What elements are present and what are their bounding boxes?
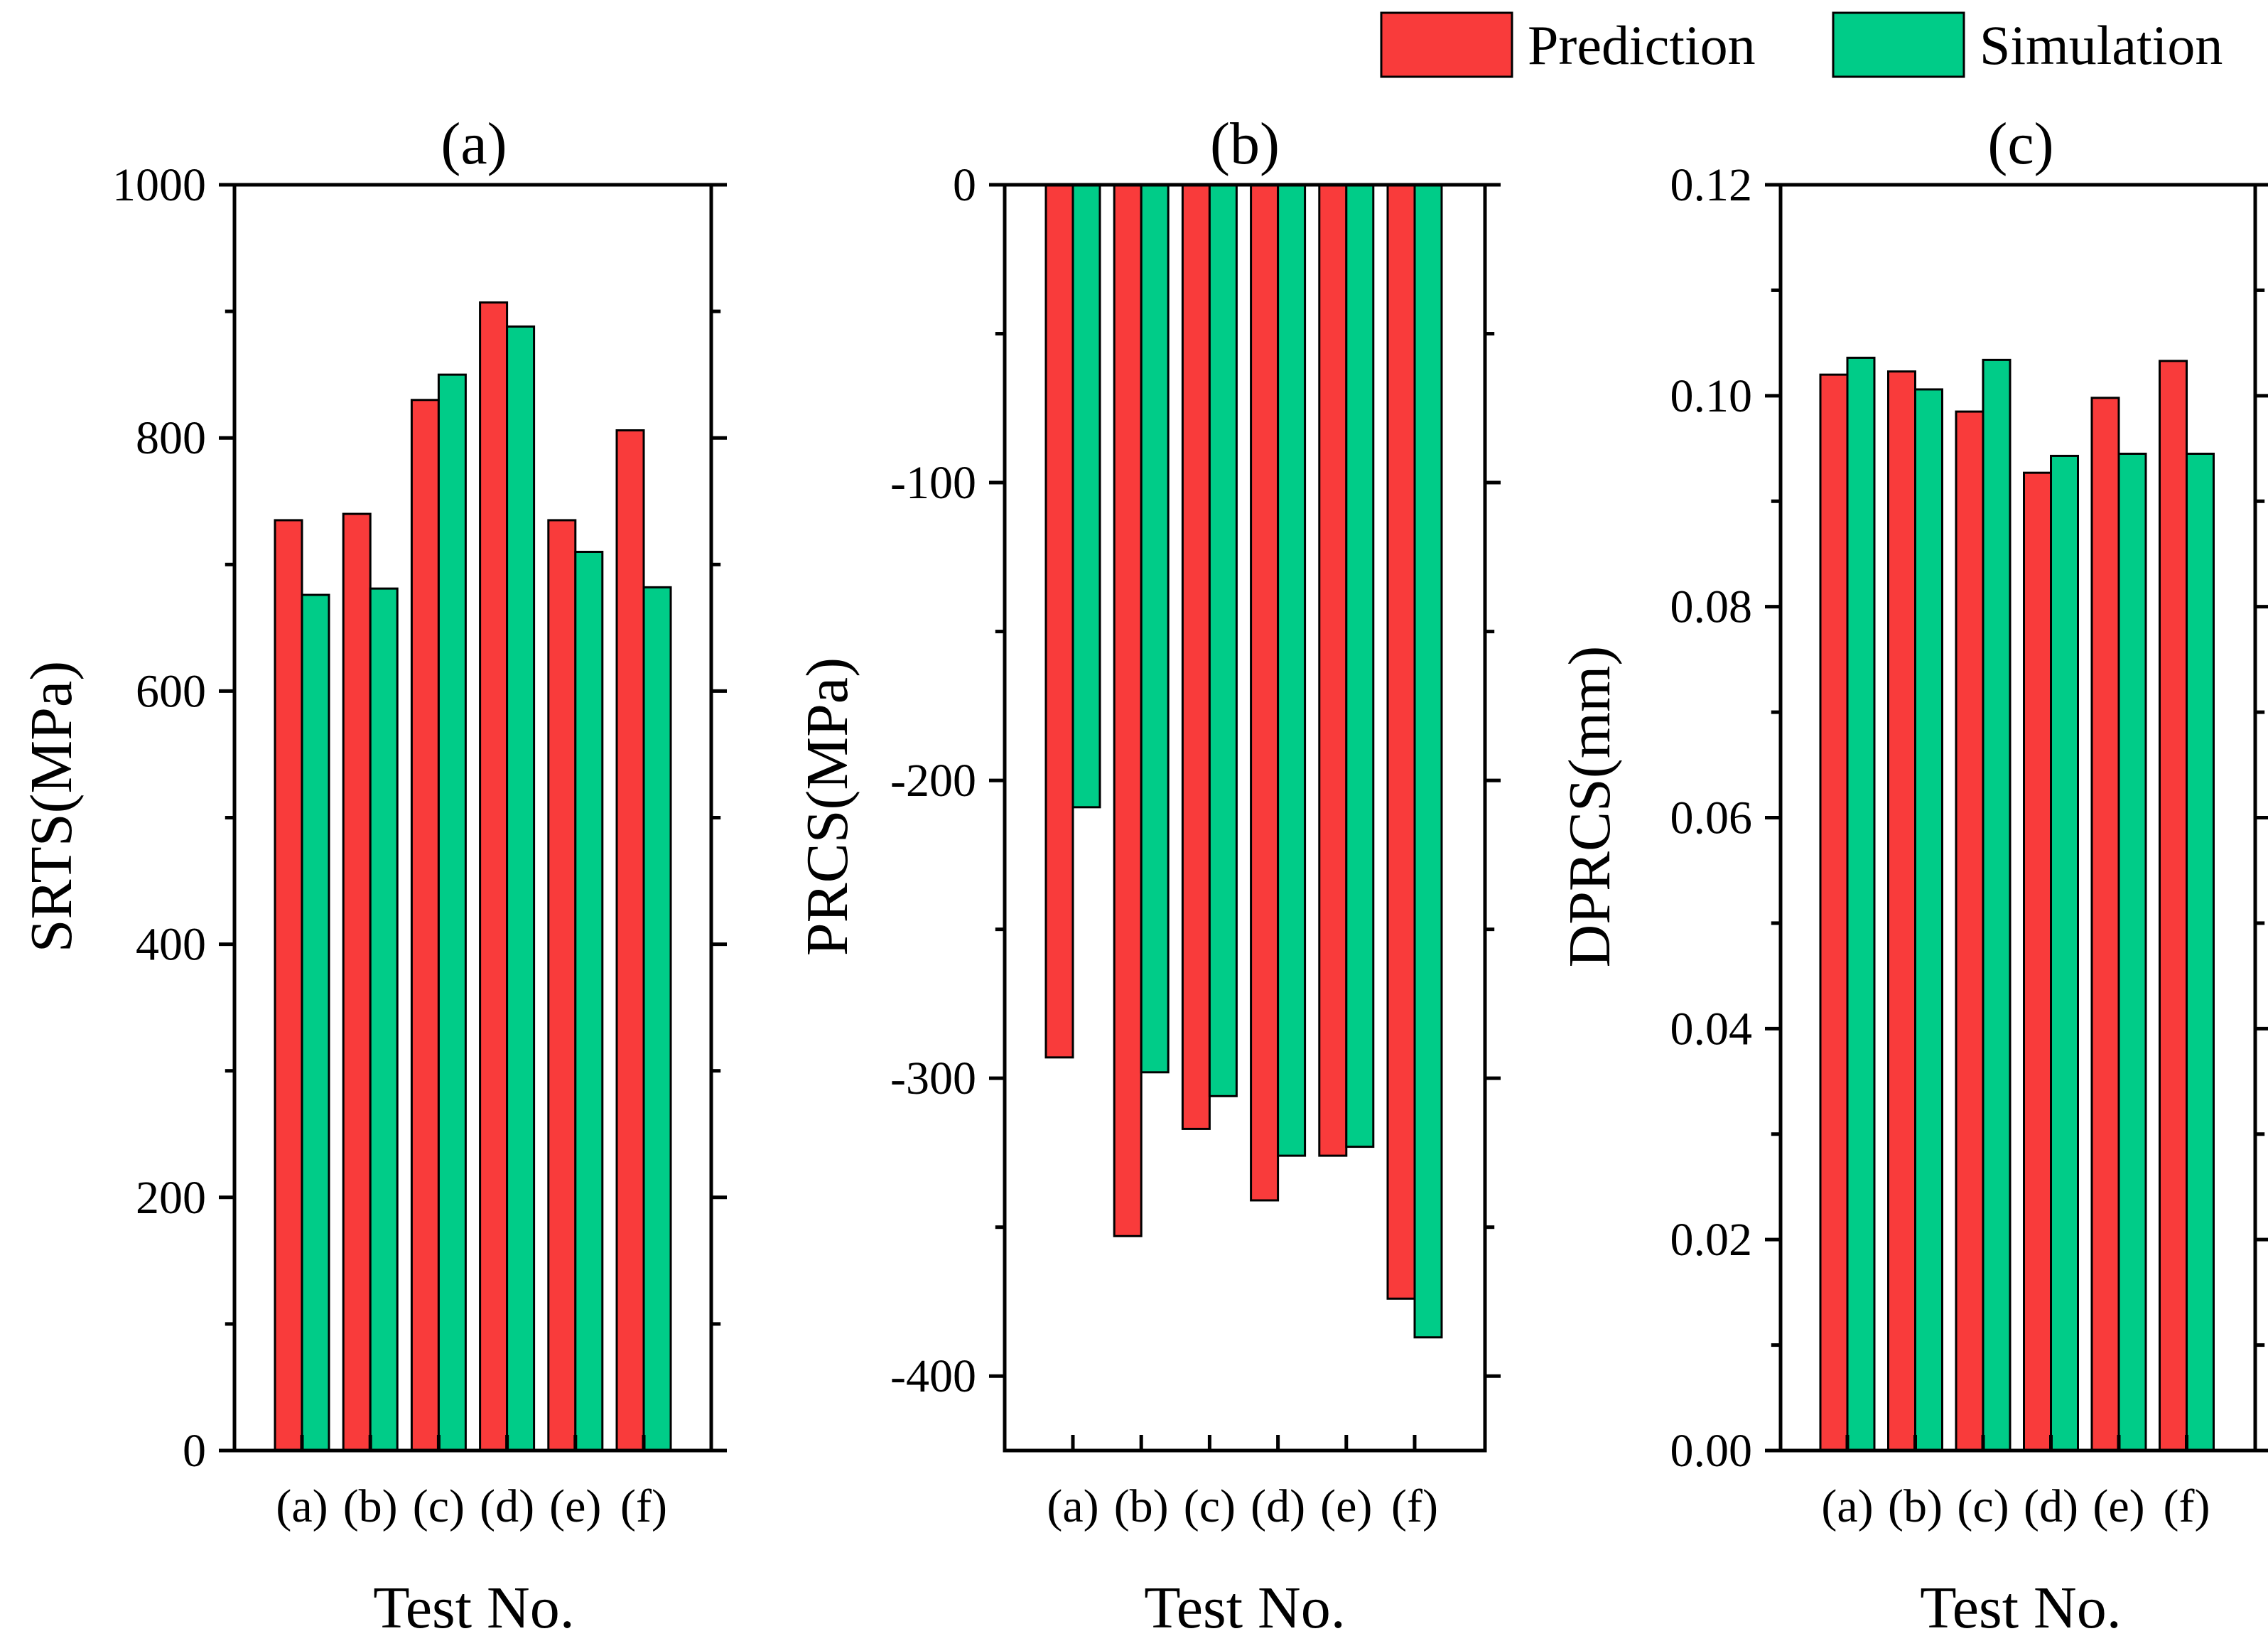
bar-prediction-b bbox=[1113, 183, 1143, 1237]
y-tick-label: 0.10 bbox=[1670, 370, 1753, 422]
panel-title: (a) bbox=[441, 111, 507, 177]
bar-simulation-e bbox=[2117, 452, 2147, 1452]
x-tick-label: (a) bbox=[1047, 1480, 1098, 1532]
legend-swatch-simulation bbox=[1832, 11, 1965, 78]
panel-title: (c) bbox=[1987, 111, 2053, 177]
bar-prediction-e bbox=[547, 519, 577, 1452]
bar-simulation-c bbox=[1208, 183, 1238, 1097]
bar-simulation-d bbox=[1277, 183, 1307, 1157]
y-tick-label: -300 bbox=[890, 1053, 976, 1104]
bar-simulation-f bbox=[1413, 183, 1443, 1339]
bar-simulation-b bbox=[1140, 183, 1170, 1074]
y-tick-label: 0.02 bbox=[1670, 1214, 1753, 1266]
x-tick-label: (d) bbox=[1251, 1480, 1305, 1532]
bar-prediction-c bbox=[1181, 183, 1211, 1130]
x-tick-label: (c) bbox=[1957, 1480, 2009, 1532]
plot-frame bbox=[1778, 183, 2257, 1453]
y-tick-label: 0.00 bbox=[1670, 1425, 1753, 1477]
x-tick-label: (e) bbox=[2092, 1480, 2144, 1532]
bar-prediction-f bbox=[1386, 183, 1416, 1300]
chart-panel-c: (c) DPRCS(mm) Test No. 0.00 0.02 0.04 0.06 0… bbox=[1557, 111, 2268, 1641]
y-tick-label: 0.06 bbox=[1670, 792, 1753, 844]
x-tick-label: (f) bbox=[620, 1480, 667, 1532]
x-tick-label: (a) bbox=[276, 1480, 328, 1532]
x-tick-label: (e) bbox=[1320, 1480, 1372, 1532]
bar-simulation-f bbox=[2186, 452, 2215, 1452]
bar-simulation-f bbox=[642, 586, 672, 1452]
bar-prediction-d bbox=[1250, 183, 1280, 1202]
y-tick-label: 0.04 bbox=[1670, 1003, 1753, 1055]
x-tick-label: (b) bbox=[1114, 1480, 1169, 1532]
bar-prediction-e bbox=[1318, 183, 1348, 1157]
bar-prediction-c bbox=[1955, 410, 1984, 1452]
bar-simulation-a bbox=[1071, 183, 1101, 809]
bar-simulation-e bbox=[574, 550, 604, 1452]
legend-label-simulation: Simulation bbox=[1980, 14, 2223, 76]
y-tick-label: 0.12 bbox=[1670, 159, 1753, 211]
bar-prediction-c bbox=[410, 399, 440, 1452]
y-tick-label: 600 bbox=[136, 665, 206, 717]
y-tick-label: 0 bbox=[953, 159, 976, 211]
x-tick-label: (b) bbox=[343, 1480, 398, 1532]
x-tick-label: (e) bbox=[549, 1480, 601, 1532]
bar-simulation-c bbox=[437, 373, 467, 1452]
bar-prediction-f bbox=[615, 429, 645, 1452]
bar-simulation-c bbox=[1982, 358, 2012, 1452]
bar-prediction-d bbox=[479, 301, 509, 1452]
y-axis-title: PRCS(MPa) bbox=[794, 657, 860, 956]
bar-simulation-a bbox=[301, 593, 330, 1452]
legend-swatch-prediction bbox=[1380, 11, 1513, 78]
bar-prediction-a bbox=[1819, 373, 1849, 1452]
x-tick-label: (c) bbox=[1184, 1480, 1236, 1532]
bar-prediction-a bbox=[1044, 183, 1074, 1059]
bar-simulation-a bbox=[1846, 356, 1876, 1452]
x-tick-label: (a) bbox=[1821, 1480, 1873, 1532]
x-tick-label: (f) bbox=[1391, 1480, 1438, 1532]
chart-panel-b: (b) PRCS(MPa) Test No. 0 -100 -200 -300 -400… bbox=[794, 111, 1501, 1641]
y-tick-label: -200 bbox=[890, 755, 976, 807]
bar-simulation-e bbox=[1345, 183, 1375, 1148]
y-tick-label: -100 bbox=[890, 457, 976, 509]
y-tick-label: -400 bbox=[890, 1350, 976, 1402]
bar-prediction-b bbox=[342, 512, 372, 1452]
bar-prediction-e bbox=[2090, 397, 2120, 1452]
bar-simulation-b bbox=[369, 587, 399, 1452]
x-tick-label: (d) bbox=[480, 1480, 534, 1532]
x-axis-title: Test No. bbox=[373, 1575, 574, 1641]
bar-prediction-a bbox=[274, 519, 303, 1452]
bar-simulation-d bbox=[2050, 454, 2079, 1452]
panel-title: (b) bbox=[1210, 111, 1280, 177]
legend-label-prediction: Prediction bbox=[1528, 14, 1756, 76]
y-tick-label: 400 bbox=[136, 919, 206, 971]
x-axis-title: Test No. bbox=[1920, 1575, 2121, 1641]
y-axis-title: SRTS(MPa) bbox=[18, 661, 85, 952]
y-tick-label: 0.08 bbox=[1670, 581, 1753, 633]
y-tick-label: 1000 bbox=[112, 159, 206, 211]
y-tick-label: 800 bbox=[136, 412, 206, 464]
x-tick-label: (f) bbox=[2164, 1480, 2210, 1532]
chart-panel-a: (a) SRTS(MPa) Test No. 0 200 400 600 800 1000… bbox=[18, 111, 727, 1641]
bar-prediction-f bbox=[2159, 360, 2188, 1452]
y-tick-label: 200 bbox=[136, 1172, 206, 1224]
bar-simulation-d bbox=[506, 325, 536, 1452]
x-tick-label: (b) bbox=[1888, 1480, 1943, 1532]
x-tick-label: (c) bbox=[413, 1480, 465, 1532]
plot-frame bbox=[232, 183, 713, 1453]
x-tick-label: (d) bbox=[2024, 1480, 2078, 1532]
bar-prediction-d bbox=[2023, 471, 2052, 1452]
x-axis-title: Test No. bbox=[1144, 1575, 1345, 1641]
legend: Prediction Simulation bbox=[1380, 11, 2223, 78]
bar-prediction-b bbox=[1887, 370, 1916, 1452]
y-axis-title: DPRCS(mm) bbox=[1557, 646, 1623, 968]
plot-frame bbox=[1003, 183, 1487, 1453]
bar-simulation-b bbox=[1914, 388, 1943, 1452]
y-tick-label: 0 bbox=[183, 1425, 206, 1477]
